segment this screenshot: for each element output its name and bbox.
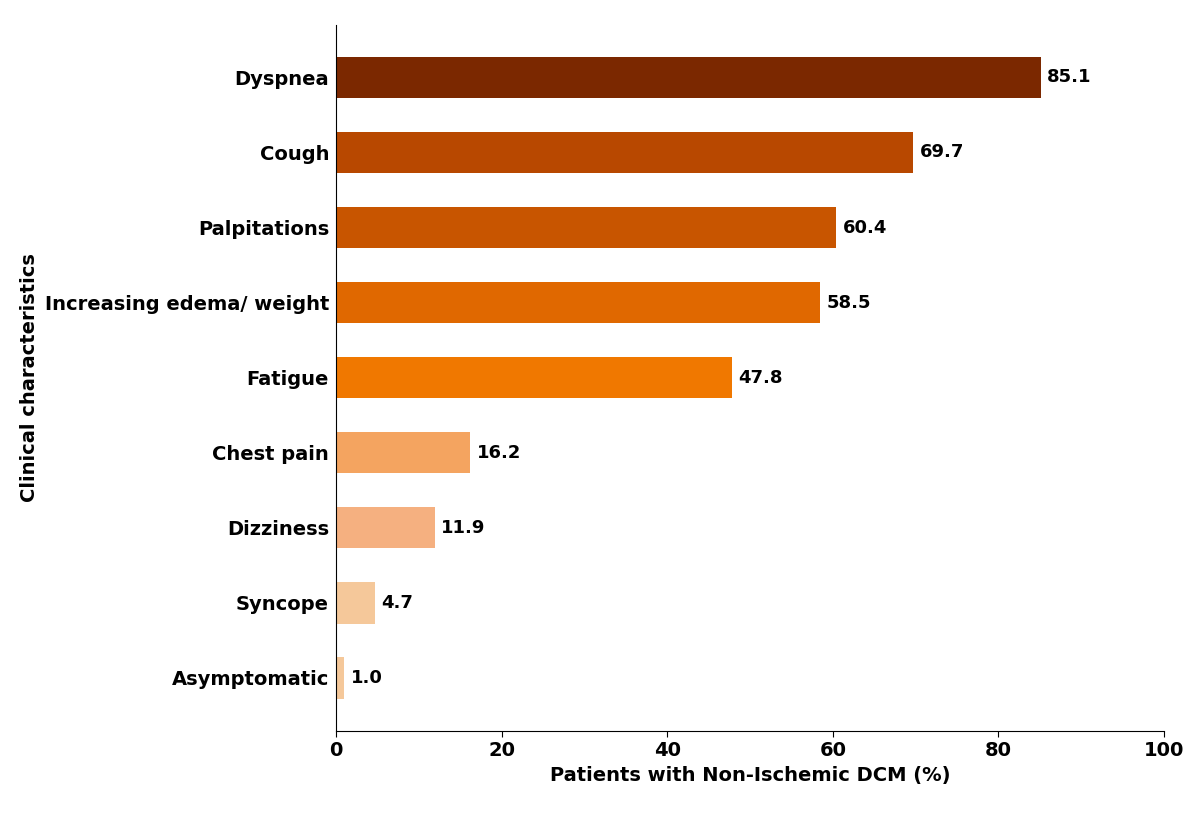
Text: 85.1: 85.1 (1048, 68, 1092, 86)
Bar (336, 132, 913, 173)
Bar (336, 357, 732, 398)
Bar (336, 582, 374, 623)
Text: 1.0: 1.0 (350, 669, 383, 687)
Bar (336, 57, 1040, 98)
Text: 60.4: 60.4 (842, 218, 887, 236)
Bar (336, 432, 470, 474)
Bar (336, 658, 344, 699)
Text: 47.8: 47.8 (738, 369, 782, 387)
Text: 58.5: 58.5 (827, 294, 871, 312)
Bar (336, 282, 821, 323)
X-axis label: Patients with Non-Ischemic DCM (%): Patients with Non-Ischemic DCM (%) (550, 766, 950, 785)
Text: 11.9: 11.9 (442, 519, 486, 537)
Y-axis label: Clinical characteristics: Clinical characteristics (20, 253, 40, 502)
Text: 4.7: 4.7 (382, 594, 414, 612)
Text: 69.7: 69.7 (919, 144, 964, 162)
Bar (336, 207, 836, 248)
Text: 16.2: 16.2 (476, 443, 521, 461)
Bar (336, 507, 434, 548)
